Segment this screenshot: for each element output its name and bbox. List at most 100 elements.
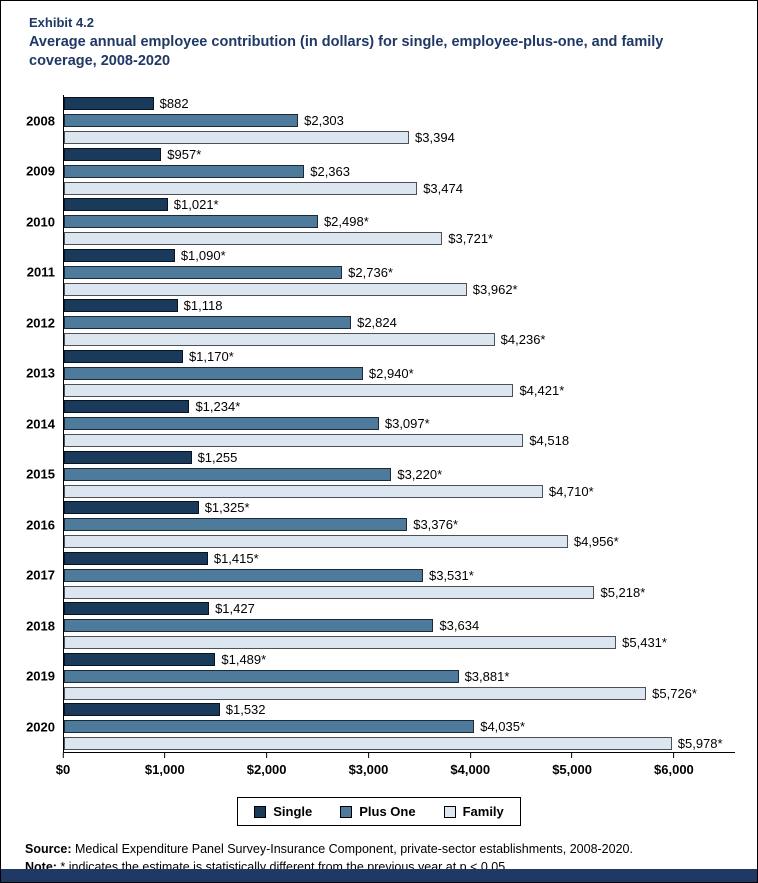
bar-row: $1,532 — [64, 703, 735, 717]
bar-value-label: $2,303 — [304, 113, 344, 129]
bar-row: $882 — [64, 96, 735, 112]
year-group: 2013 $1,170* $2,940* $4,421* — [26, 348, 735, 399]
bar-single — [64, 602, 210, 616]
bar-row: $1,021* — [64, 198, 735, 212]
x-tick-label: $1,000 — [144, 762, 185, 778]
year-label: 2015 — [26, 466, 55, 482]
header: Exhibit 4.2 Average annual employee cont… — [1, 1, 757, 71]
bar-family — [64, 282, 467, 296]
bar-value-label: $882 — [159, 96, 189, 112]
year-label: 2013 — [26, 365, 55, 381]
x-tick: $5,000 — [552, 753, 592, 777]
year-group: 2020 $1,532 $4,035* $5,978* — [26, 702, 735, 753]
legend-item: Single — [254, 804, 312, 819]
bar-family — [64, 535, 568, 549]
plot-area: 2008 $882 $2,303 $3,394 2009 $957* $2,363 $3,47… — [26, 95, 735, 754]
bar-row: $3,962* — [64, 282, 735, 296]
bar-row: $4,421* — [64, 383, 735, 397]
bar-row: $957* — [64, 147, 735, 161]
year-label: 2012 — [26, 315, 55, 331]
bar-plus-one — [64, 316, 352, 330]
x-tick-label: $6,000 — [654, 762, 694, 778]
bar-value-label: $4,956* — [573, 534, 619, 550]
bar-value-label: $1,090* — [180, 247, 226, 263]
x-tick: $6,000 — [654, 753, 694, 777]
legend-wrap: Single Plus One Family — [1, 797, 757, 827]
legend-swatch — [340, 805, 353, 818]
year-label: 2009 — [26, 163, 55, 179]
year-label: 2011 — [26, 264, 55, 280]
bar-row: $2,303 — [64, 113, 735, 129]
bar-row: $3,881* — [64, 669, 735, 683]
x-tick-mark — [571, 753, 573, 759]
year-group: 2012 $1,118 $2,824 $4,236* — [26, 297, 735, 348]
legend-label: Family — [462, 804, 504, 820]
bar-row: $4,035* — [64, 720, 735, 734]
bar-single — [64, 652, 216, 666]
year-group: 2018 $1,427 $3,634 $5,431* — [26, 601, 735, 652]
bar-plus-one — [64, 619, 434, 633]
bar-row: $4,710* — [64, 484, 735, 498]
bar-plus-one — [64, 669, 459, 683]
bar-family — [64, 737, 672, 751]
legend: Single Plus One Family — [237, 797, 521, 827]
bar-row: $1,415* — [64, 551, 735, 565]
legend-swatch — [254, 805, 267, 818]
bar-single — [64, 299, 178, 313]
bar-single — [64, 551, 208, 565]
bar-row: $2,498* — [64, 214, 735, 230]
bar-row: $3,721* — [64, 231, 735, 247]
year-group: 2017 $1,415* $3,531* $5,218* — [26, 550, 735, 601]
bar-plus-one — [64, 366, 363, 380]
bar-row: $3,531* — [64, 567, 735, 583]
bar-family — [64, 181, 418, 195]
bar-value-label: $5,726* — [652, 685, 697, 701]
year-label: 2014 — [26, 416, 55, 432]
bar-plus-one — [64, 518, 408, 532]
year-group: 2010 $1,021* $2,498* $3,721* — [26, 196, 735, 247]
bar-row: $3,634 — [64, 619, 735, 633]
bar-row: $4,518 — [64, 434, 735, 448]
source-text: Medical Expenditure Panel Survey-Insuran… — [71, 842, 633, 857]
year-label: 2018 — [26, 618, 55, 634]
bar-value-label: $3,531* — [428, 567, 474, 583]
bar-value-label: $3,394 — [415, 130, 455, 146]
year-label: 2016 — [26, 517, 55, 533]
bar-value-label: $4,236* — [500, 332, 546, 348]
bar-row: $4,236* — [64, 332, 735, 348]
bar-family — [64, 333, 495, 347]
bar-value-label: $5,218* — [600, 584, 646, 600]
year-group: 2015 $1,255 $3,220* $4,710* — [26, 449, 735, 500]
bar-value-label: $3,376* — [413, 517, 459, 533]
year-group: 2014 $1,234* $3,097* $4,518 — [26, 398, 735, 449]
year-group: 2009 $957* $2,363 $3,474 — [26, 146, 735, 197]
bar-plus-one — [64, 164, 305, 178]
bar-value-label: $1,118 — [183, 298, 223, 314]
bar-single — [64, 147, 162, 161]
bar-plus-one — [64, 467, 392, 481]
year-group: 2011 $1,090* $2,736* $3,962* — [27, 247, 735, 298]
bar-value-label: $2,498* — [323, 214, 369, 230]
bar-row: $1,325* — [64, 501, 735, 515]
year-label: 2019 — [26, 668, 55, 684]
bar-family — [64, 686, 647, 700]
bar-row: $1,090* — [64, 247, 735, 263]
chart-title: Average annual employee contribution (in… — [29, 34, 664, 70]
x-tick: $0 — [56, 753, 70, 777]
bar-family — [64, 434, 524, 448]
bar-family — [64, 232, 443, 246]
bar-single — [64, 198, 168, 212]
bar-value-label: $3,721* — [448, 231, 494, 247]
bar-plus-one — [64, 720, 475, 734]
x-tick-label: $2,000 — [246, 762, 287, 778]
legend-label: Plus One — [359, 804, 416, 820]
year-label: 2017 — [26, 567, 55, 583]
bar-plus-one — [64, 265, 343, 279]
bar-row: $1,489* — [64, 652, 735, 666]
bar-value-label: $1,427 — [215, 601, 255, 617]
x-tick-label: $4,000 — [450, 762, 491, 778]
bar-row: $3,474 — [64, 180, 735, 196]
bar-value-label: $3,474 — [423, 180, 463, 196]
bar-family — [64, 383, 514, 397]
